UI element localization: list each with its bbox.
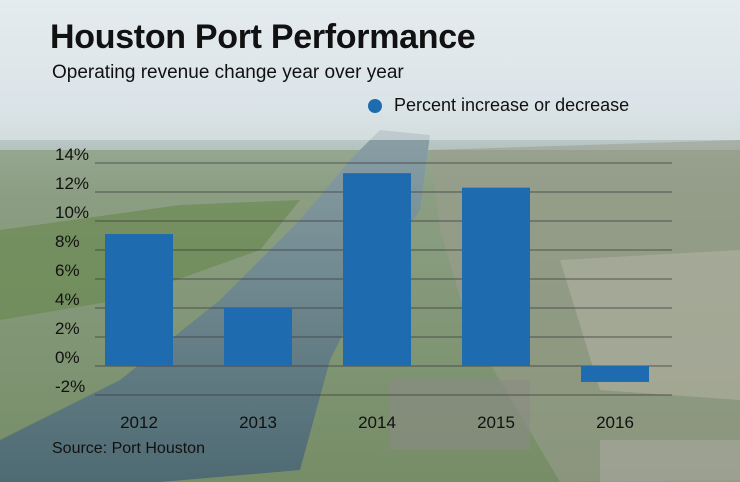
y-tick-label: 2% [55,319,80,338]
y-tick-label: 8% [55,232,80,251]
y-tick-label: 4% [55,290,80,309]
x-tick-label: 2016 [596,413,634,432]
legend-marker [368,98,382,113]
y-tick-label: 12% [55,174,89,193]
x-tick-label: 2012 [120,413,158,432]
y-tick-label: 6% [55,261,80,280]
bar-2016 [581,366,649,382]
chart-title: Houston Port Performance [50,18,476,56]
legend: Percent increase or decrease [368,95,629,116]
x-tick-label: 2013 [239,413,277,432]
bar-2012 [105,234,173,366]
y-tick-label: 14% [55,145,89,164]
y-tick-label: -2% [55,377,85,396]
y-tick-label: 0% [55,348,80,367]
x-tick-label: 2015 [477,413,515,432]
x-tick-label: 2014 [358,413,396,432]
legend-label: Percent increase or decrease [394,95,630,115]
bar-2013 [224,308,292,366]
y-tick-label: 10% [55,203,89,222]
chart-subtitle: Operating revenue change year over year [52,62,404,83]
bar-2014 [343,173,411,366]
source-note: Source: Port Houston [52,440,205,457]
bar-2015 [462,187,530,366]
